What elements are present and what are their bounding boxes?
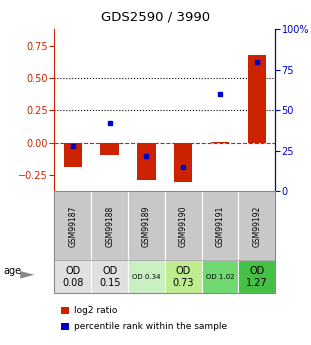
Text: GSM99187: GSM99187 [68,205,77,247]
Text: OD 0.34: OD 0.34 [132,274,161,280]
Text: OD
0.73: OD 0.73 [173,266,194,288]
Text: OD 1.02: OD 1.02 [206,274,234,280]
Bar [248,55,266,143]
Bar [211,141,229,143]
Text: GSM99192: GSM99192 [252,205,261,247]
Text: GSM99190: GSM99190 [179,205,188,247]
Text: OD
0.08: OD 0.08 [62,266,84,288]
Text: OD
0.15: OD 0.15 [99,266,120,288]
Bar [100,143,119,155]
Text: GSM99189: GSM99189 [142,205,151,247]
Bar [174,143,193,182]
Text: log2 ratio: log2 ratio [74,306,117,315]
Text: GSM99191: GSM99191 [216,205,225,247]
Text: age: age [3,266,21,276]
Text: OD
1.27: OD 1.27 [246,266,268,288]
Bar [137,143,156,180]
Text: GSM99188: GSM99188 [105,205,114,247]
Bar [64,143,82,167]
Text: GDS2590 / 3990: GDS2590 / 3990 [101,11,210,24]
Text: percentile rank within the sample: percentile rank within the sample [74,322,227,332]
